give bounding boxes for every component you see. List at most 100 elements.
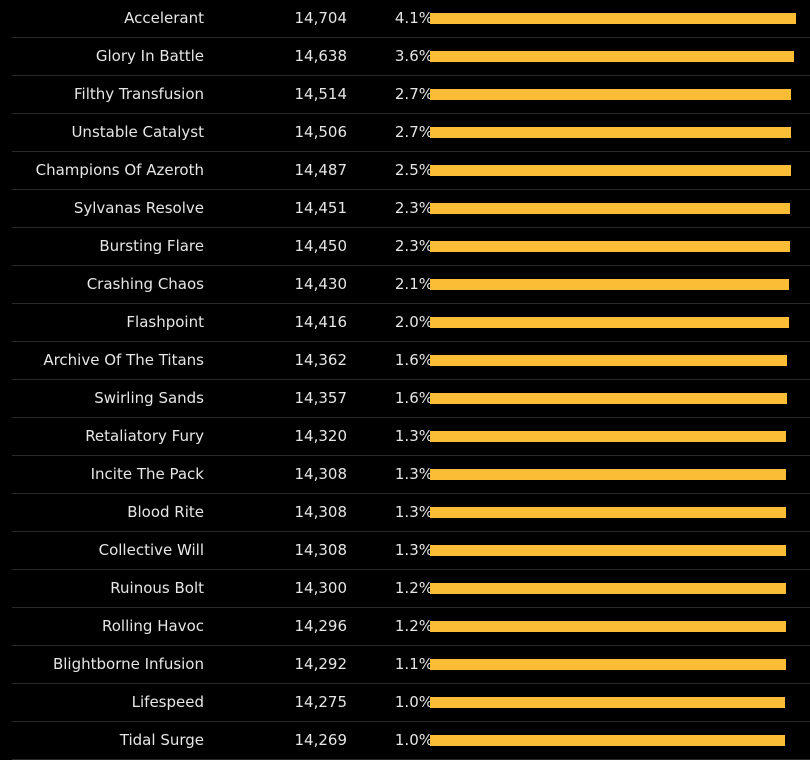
bar xyxy=(430,51,795,62)
row-label: Sylvanas Resolve xyxy=(73,199,204,217)
row-value: 14,308 xyxy=(294,503,348,521)
table-row: Crashing Chaos 14,430 2.1% xyxy=(12,266,810,304)
bar xyxy=(430,165,791,176)
bar xyxy=(430,241,790,252)
row-percent: 1.0% xyxy=(394,693,433,711)
bar xyxy=(430,393,788,404)
row-label: Incite The Pack xyxy=(90,465,204,483)
row-value: 14,450 xyxy=(294,237,348,255)
row-value: 14,430 xyxy=(294,275,348,293)
row-value: 14,704 xyxy=(294,9,348,27)
table-row: Glory In Battle 14,638 3.6% xyxy=(12,38,810,76)
row-label: Collective Will xyxy=(98,541,204,559)
bar xyxy=(430,279,790,290)
row-percent: 2.1% xyxy=(394,275,433,293)
row-value: 14,362 xyxy=(294,351,348,369)
row-label: Rolling Havoc xyxy=(102,617,204,635)
table-row: Swirling Sands 14,357 1.6% xyxy=(12,380,810,418)
bar xyxy=(430,735,785,746)
table-row: Unstable Catalyst 14,506 2.7% xyxy=(12,114,810,152)
bar xyxy=(430,317,789,328)
bar xyxy=(430,431,787,442)
row-label: Lifespeed xyxy=(131,693,204,711)
row-percent: 1.2% xyxy=(394,579,433,597)
table-row: Archive Of The Titans 14,362 1.6% xyxy=(12,342,810,380)
table-row: Rolling Havoc 14,296 1.2% xyxy=(12,608,810,646)
row-label: Blood Rite xyxy=(127,503,204,521)
row-percent: 2.7% xyxy=(394,123,433,141)
table-row: Incite The Pack 14,308 1.3% xyxy=(12,456,810,494)
row-percent: 2.0% xyxy=(394,313,433,331)
row-value: 14,275 xyxy=(294,693,348,711)
row-percent: 3.6% xyxy=(394,47,433,65)
row-value: 14,308 xyxy=(294,465,348,483)
row-value: 14,451 xyxy=(294,199,348,217)
row-percent: 1.6% xyxy=(394,351,433,369)
table-row: Lifespeed 14,275 1.0% xyxy=(12,684,810,722)
bar xyxy=(430,659,786,670)
row-value: 14,296 xyxy=(294,617,348,635)
row-label: Glory In Battle xyxy=(95,47,204,65)
bar xyxy=(430,127,791,138)
row-value: 14,514 xyxy=(294,85,348,103)
table-row: Flashpoint 14,416 2.0% xyxy=(12,304,810,342)
table-row: Ruinous Bolt 14,300 1.2% xyxy=(12,570,810,608)
row-percent: 1.3% xyxy=(394,503,433,521)
row-value: 14,292 xyxy=(294,655,348,673)
table-row: Blood Rite 14,308 1.3% xyxy=(12,494,810,532)
row-value: 14,269 xyxy=(294,731,348,749)
row-percent: 1.0% xyxy=(394,731,433,749)
row-percent: 1.3% xyxy=(394,465,433,483)
row-label: Flashpoint xyxy=(126,313,204,331)
row-label: Champions Of Azeroth xyxy=(35,161,204,179)
row-label: Bursting Flare xyxy=(99,237,204,255)
row-label: Archive Of The Titans xyxy=(43,351,204,369)
row-percent: 2.5% xyxy=(394,161,433,179)
row-value: 14,416 xyxy=(294,313,348,331)
row-label: Accelerant xyxy=(124,9,204,27)
table-row: Champions Of Azeroth 14,487 2.5% xyxy=(12,152,810,190)
row-value: 14,308 xyxy=(294,541,348,559)
bar xyxy=(430,545,786,556)
table-row: Filthy Transfusion 14,514 2.7% xyxy=(12,76,810,114)
row-percent: 1.6% xyxy=(394,389,433,407)
bar xyxy=(430,697,786,708)
bar xyxy=(430,355,788,366)
row-value: 14,638 xyxy=(294,47,348,65)
row-percent: 2.3% xyxy=(394,199,433,217)
row-percent: 1.2% xyxy=(394,617,433,635)
table-row: Bursting Flare 14,450 2.3% xyxy=(12,228,810,266)
table-row: Blightborne Infusion 14,292 1.1% xyxy=(12,646,810,684)
bar xyxy=(430,13,796,24)
row-value: 14,487 xyxy=(294,161,348,179)
row-label: Filthy Transfusion xyxy=(74,85,204,103)
bar xyxy=(430,621,786,632)
row-value: 14,357 xyxy=(294,389,348,407)
table-row: Collective Will 14,308 1.3% xyxy=(12,532,810,570)
table-row: Accelerant 14,704 4.1% xyxy=(12,0,810,38)
row-percent: 1.1% xyxy=(394,655,433,673)
row-percent: 1.3% xyxy=(394,427,433,445)
row-label: Crashing Chaos xyxy=(86,275,204,293)
row-percent: 2.7% xyxy=(394,85,433,103)
row-label: Swirling Sands xyxy=(94,389,204,407)
row-label: Retaliatory Fury xyxy=(85,427,204,445)
table-row: Sylvanas Resolve 14,451 2.3% xyxy=(12,190,810,228)
bar xyxy=(430,89,792,100)
row-value: 14,300 xyxy=(294,579,348,597)
row-percent: 4.1% xyxy=(394,9,433,27)
row-label: Blightborne Infusion xyxy=(52,655,204,673)
bar xyxy=(430,469,786,480)
row-label: Tidal Surge xyxy=(119,731,204,749)
bar xyxy=(430,507,786,518)
bar xyxy=(430,583,786,594)
row-value: 14,506 xyxy=(294,123,348,141)
table-row: Tidal Surge 14,269 1.0% xyxy=(12,722,810,760)
row-value: 14,320 xyxy=(294,427,348,445)
row-label: Ruinous Bolt xyxy=(110,579,204,597)
row-percent: 1.3% xyxy=(394,541,433,559)
row-label: Unstable Catalyst xyxy=(71,123,204,141)
row-percent: 2.3% xyxy=(394,237,433,255)
table-row: Retaliatory Fury 14,320 1.3% xyxy=(12,418,810,456)
